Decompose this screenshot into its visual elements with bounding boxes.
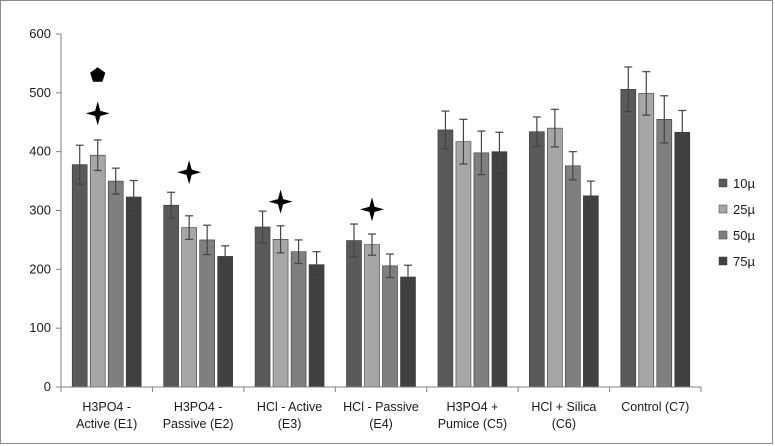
bars — [71, 89, 691, 388]
bar — [674, 131, 691, 388]
x-axis: H3PO4 -Active (E1) H3PO4 -Passive (E2) HCl… — [60, 386, 702, 431]
bar — [254, 226, 271, 388]
x-tick-label: H3PO4 -Passive (E2) — [163, 400, 234, 431]
bar — [272, 239, 289, 388]
y-tick-label: 0 — [44, 379, 51, 394]
legend: 10µ 25µ 50µ 75µ — [718, 176, 755, 269]
bar — [620, 89, 637, 388]
x-tick-label: H3PO4 -Active (E1) — [76, 400, 137, 431]
bar — [638, 93, 655, 388]
bar — [473, 152, 490, 388]
legend-label: 75µ — [733, 254, 755, 269]
legend-label: 50µ — [733, 228, 755, 243]
x-tick-label: HCl + Silica (C6) — [531, 400, 596, 431]
bar — [163, 204, 179, 388]
legend-swatch — [718, 204, 728, 214]
y-tick-label: 500 — [29, 85, 51, 100]
bar — [583, 195, 599, 388]
bar — [181, 227, 197, 388]
bar — [290, 251, 307, 388]
y-tick-label: 400 — [29, 144, 51, 159]
bar — [400, 276, 416, 388]
bar — [491, 151, 508, 388]
y-tick-label: 100 — [29, 320, 51, 335]
bar — [107, 180, 124, 388]
bar — [346, 240, 362, 388]
x-tick-label: Control (C7) — [621, 400, 689, 414]
bar — [437, 129, 454, 388]
legend-swatch — [718, 230, 728, 240]
bar — [217, 256, 233, 388]
y-tick-label: 200 — [29, 261, 51, 276]
bar — [308, 264, 325, 388]
bar — [89, 154, 106, 388]
legend-label: 25µ — [733, 202, 755, 217]
star-marker — [177, 160, 202, 185]
bar — [125, 196, 142, 388]
bar — [199, 239, 215, 388]
x-tick-label: HCl - Active (E3) — [257, 400, 322, 431]
legend-swatch — [718, 178, 728, 188]
bar — [656, 119, 673, 388]
star-marker — [268, 189, 293, 214]
annotations — [85, 67, 384, 222]
bar — [364, 244, 380, 388]
y-tick-label: 600 — [29, 26, 51, 41]
y-tick-label: 300 — [29, 203, 51, 218]
bar — [529, 131, 545, 388]
x-tick-label: H3PO4 + Pumice (C5) — [438, 400, 507, 431]
x-tick-label: HCl - Passive (E4) — [343, 400, 419, 431]
legend-label: 10µ — [733, 176, 755, 191]
bar — [565, 165, 581, 388]
bar — [547, 127, 563, 388]
pentagon-marker — [90, 67, 106, 82]
bar — [71, 164, 88, 388]
error-bars — [75, 66, 687, 290]
y-axis: 0 100 200 300 400 500 600 — [29, 26, 62, 394]
star-marker — [360, 197, 384, 222]
legend-swatch — [718, 256, 728, 266]
star-marker — [85, 101, 110, 126]
bar — [382, 265, 398, 388]
bar — [455, 141, 472, 388]
